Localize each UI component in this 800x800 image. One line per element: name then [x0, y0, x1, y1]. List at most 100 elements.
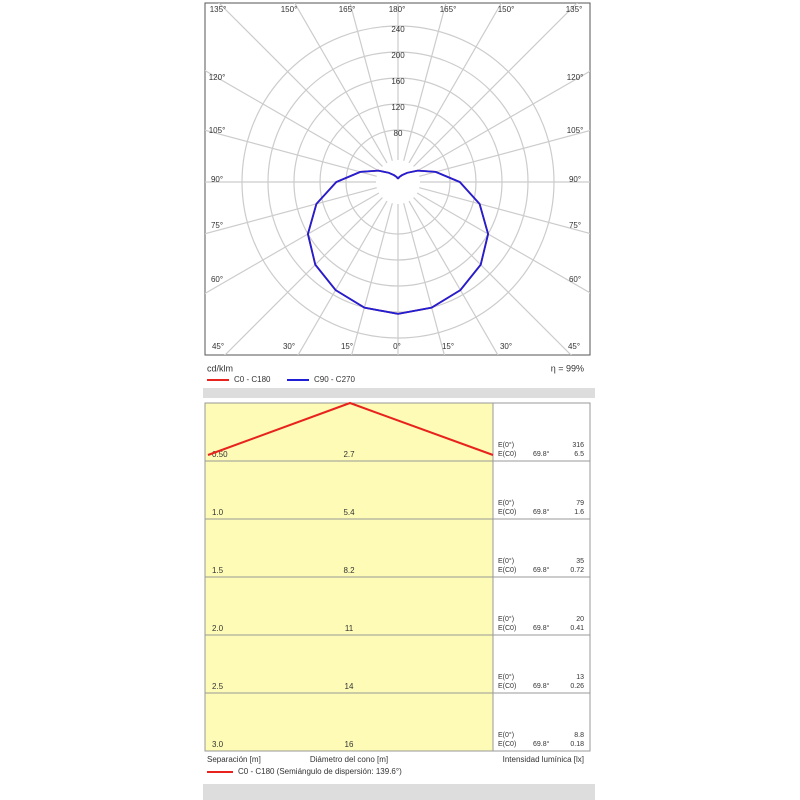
separator — [203, 784, 595, 800]
angle-label: 15° — [341, 342, 353, 351]
angle-label: 165° — [440, 5, 457, 14]
height: 1.5 — [212, 566, 224, 575]
angle-label: 75° — [211, 221, 223, 230]
height: 2.5 — [212, 682, 224, 691]
grid-ray — [403, 3, 447, 161]
polar-labels: 80 120 160 200 240 135° 150° 165° 180° 165° 150° 13… — [209, 5, 584, 351]
footer: Separación [m] — [207, 755, 261, 764]
grid-ray — [403, 203, 445, 355]
e0-label: E(0°) — [498, 499, 514, 507]
r-tick-label: 160 — [391, 77, 405, 86]
diameter: 14 — [345, 682, 354, 691]
r-tick-label: 240 — [391, 25, 405, 34]
grid-ray — [413, 197, 572, 355]
legend-label: C0 - C180 (Semiángulo de dispersión: 139… — [238, 767, 402, 776]
angle-label: 165° — [339, 5, 356, 14]
angle-label: 75° — [569, 221, 581, 230]
grid-ray — [218, 3, 383, 167]
polar-plot — [205, 3, 590, 355]
height: 1.0 — [212, 508, 224, 517]
ec0: 0.26 — [570, 683, 584, 690]
grid-ray — [205, 192, 380, 295]
angle-label: 105° — [209, 126, 226, 135]
angle-label: 30° — [283, 342, 295, 351]
e0-label: E(0°) — [498, 673, 514, 681]
e0-label: E(0°) — [498, 615, 514, 623]
ec0: 1.6 — [574, 509, 584, 516]
angle-label: 60° — [211, 275, 223, 284]
curve — [397, 169, 490, 315]
cone-outline — [207, 401, 494, 456]
legend: C0 - C180 C90 - C270 — [207, 375, 355, 384]
height: 3.0 — [212, 740, 224, 749]
grid-ray — [419, 129, 590, 177]
angle-label: 150° — [498, 5, 515, 14]
angle-label: 45° — [568, 342, 580, 351]
legend-label: C0 - C180 — [234, 375, 271, 384]
angle-label: 60° — [569, 275, 581, 284]
e0: 20 — [576, 616, 584, 623]
e0-label: E(0°) — [498, 731, 514, 739]
ec0: 6.5 — [574, 451, 584, 458]
grid-ray — [205, 69, 380, 172]
angle: 69.8° — [533, 682, 550, 690]
diameter: 11 — [345, 624, 354, 633]
e0-label: E(0°) — [498, 557, 514, 565]
height: 0.50 — [212, 450, 228, 459]
legend-label: C90 - C270 — [314, 375, 355, 384]
diameter: 5.4 — [343, 508, 355, 517]
grid-ray — [413, 3, 578, 167]
cone-table: 0.50 2.7 E(0°) 316 E(C0) 69.8° 6.5 1.0 5.4 E(0°) 7… — [204, 401, 591, 776]
angle: 69.8° — [533, 624, 550, 632]
angle-label: 105° — [567, 126, 584, 135]
curve — [306, 169, 399, 315]
efficiency: η = 99% — [551, 363, 584, 373]
grid-ray — [349, 3, 393, 161]
angle-label: 135° — [566, 5, 583, 14]
grid-ray — [293, 3, 388, 164]
separator — [203, 388, 595, 398]
angle: 69.8° — [533, 450, 550, 458]
grid-ray — [416, 192, 590, 294]
unit-label: cd/klm — [207, 363, 233, 373]
ec0: 0.18 — [570, 741, 584, 748]
angle-label: 0° — [393, 342, 401, 351]
angle: 69.8° — [533, 566, 550, 574]
ec0-label: E(C0) — [498, 451, 516, 458]
diameter: 16 — [345, 740, 354, 749]
angle: 69.8° — [533, 740, 550, 748]
r-tick-label: 80 — [394, 129, 403, 138]
ec0-label: E(C0) — [498, 683, 516, 690]
angle-label: 30° — [500, 342, 512, 351]
grid-ray — [408, 200, 499, 355]
ec0-label: E(C0) — [498, 567, 516, 574]
angle-label: 45° — [212, 342, 224, 351]
ec0-label: E(C0) — [498, 625, 516, 632]
grid-ray — [408, 3, 503, 164]
angle-label: 90° — [211, 175, 223, 184]
grid-ray — [351, 203, 393, 355]
height: 2.0 — [212, 624, 224, 633]
grid-ray — [297, 200, 388, 355]
e0: 8.8 — [574, 732, 584, 739]
grid-ray — [224, 197, 383, 355]
r-tick-label: 120 — [391, 103, 405, 112]
diameter: 8.2 — [343, 566, 355, 575]
ec0: 0.41 — [570, 625, 584, 632]
e0: 13 — [576, 674, 584, 681]
e0-label: E(0°) — [498, 441, 514, 449]
angle-label: 15° — [442, 342, 454, 351]
e0: 79 — [576, 500, 584, 507]
footer: Diámetro del cono [m] — [310, 755, 388, 764]
angle-label: 120° — [567, 73, 584, 82]
e0: 316 — [572, 442, 584, 449]
angle-label: 120° — [209, 73, 226, 82]
r-tick-label: 200 — [391, 51, 405, 60]
grid-ray — [205, 129, 377, 177]
grid-ray — [416, 70, 590, 172]
angle: 69.8° — [533, 508, 550, 516]
diameter: 2.7 — [343, 450, 355, 459]
angle-label: 90° — [569, 175, 581, 184]
footer: Intensidad lumínica [lx] — [503, 755, 584, 764]
